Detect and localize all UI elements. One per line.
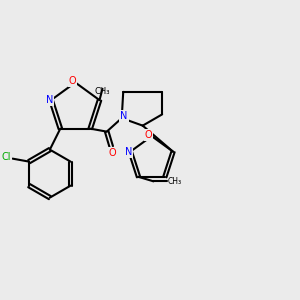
Text: N: N bbox=[46, 95, 53, 105]
Text: CH₃: CH₃ bbox=[167, 177, 182, 186]
Text: Cl: Cl bbox=[1, 152, 11, 162]
Text: N: N bbox=[120, 111, 128, 121]
Text: N: N bbox=[125, 147, 133, 157]
Text: O: O bbox=[108, 148, 116, 158]
Text: O: O bbox=[145, 130, 152, 140]
Text: CH₃: CH₃ bbox=[95, 87, 110, 96]
Text: O: O bbox=[68, 76, 76, 86]
